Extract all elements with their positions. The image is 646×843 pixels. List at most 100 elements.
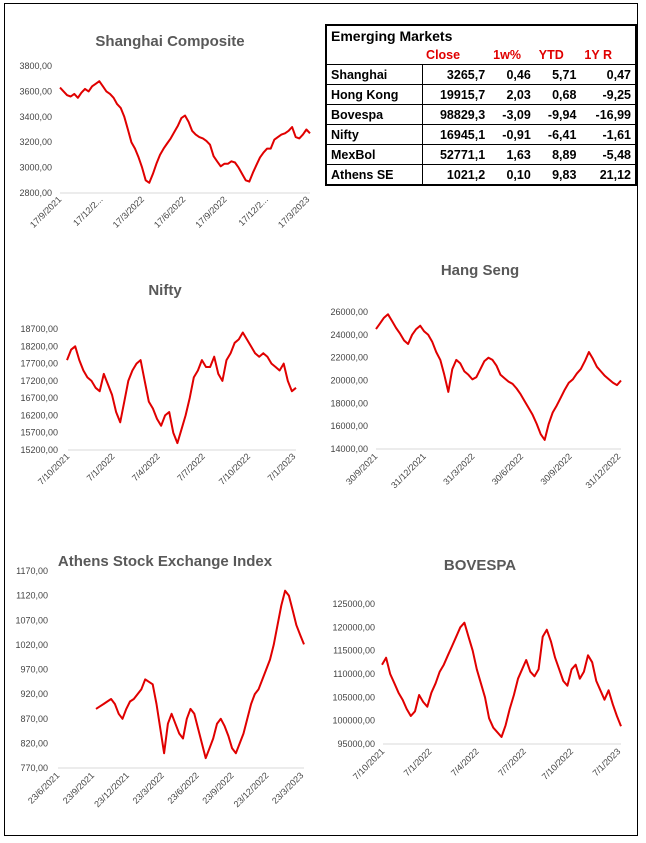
x-tick-label: 7/4/2022 (130, 451, 162, 483)
table-title: Emerging Markets (331, 27, 453, 44)
x-tick-label: 7/1/2022 (402, 746, 434, 778)
table-row: Hong Kong 19915,7 2,03 0,68 -9,25 (326, 84, 636, 105)
x-tick-label: 30/9/2022 (538, 451, 573, 486)
x-tick-label: 17/3/2022 (111, 194, 146, 229)
row-1y: -9,25 (580, 84, 636, 105)
table-row: Nifty 16945,1 -0,91 -6,41 -1,61 (326, 124, 636, 145)
shanghai-chart: Shanghai Composite 3800,00 3600,00 3400,00 3… (19, 33, 311, 230)
x-tick-label: 31/3/2022 (441, 451, 476, 486)
chart-title: BOVESPA (444, 557, 516, 574)
row-1y: -16,99 (580, 104, 636, 125)
y-tick-label: 3000,00 (19, 163, 52, 173)
y-tick-label: 17200,00 (20, 376, 58, 386)
row-ytd: -6,41 (534, 124, 581, 145)
row-1y: -1,61 (580, 124, 636, 145)
x-tick-label: 7/1/2023 (591, 746, 623, 778)
x-tick-label: 17/3/2023 (276, 194, 311, 229)
y-tick-label: 1070,00 (15, 615, 48, 625)
nifty-chart: Nifty 18700,00 18200,00 17700,00 17200,00 167… (20, 282, 297, 487)
report-frame (4, 3, 638, 836)
x-tick-label: 23/12/2021 (92, 770, 131, 809)
x-tick-label: 23/12/2022 (232, 770, 271, 809)
header-ytd: YTD (538, 47, 564, 62)
row-close: 3265,7 (422, 64, 490, 85)
x-tick-label: 17/12/2... (236, 194, 270, 228)
x-tick-label: 7/10/2022 (540, 746, 575, 781)
row-name: Bovespa (326, 104, 423, 125)
y-tick-label: 16200,00 (20, 410, 58, 420)
y-tick-label: 18200,00 (20, 341, 58, 351)
row-1w: 0,46 (489, 64, 535, 85)
x-tick-label: 23/6/2021 (26, 770, 61, 805)
table-row: MexBol 52771,1 1,63 8,89 -5,48 (326, 144, 636, 165)
row-close: 16945,1 (422, 124, 490, 145)
row-ytd: 5,71 (534, 64, 581, 85)
x-tick-label: 7/7/2022 (496, 746, 528, 778)
row-close: 19915,7 (422, 84, 490, 105)
row-ytd: 0,68 (534, 84, 581, 105)
x-tick-label: 31/12/2022 (583, 451, 622, 490)
x-tick-label: 7/1/2022 (85, 451, 117, 483)
x-tick-label: 7/10/2022 (217, 451, 252, 486)
chart-title: Athens Stock Exchange Index (58, 553, 273, 570)
x-tick-label: 23/6/2022 (165, 770, 200, 805)
x-tick-label: 23/9/2022 (200, 770, 235, 805)
y-tick-label: 1170,00 (16, 566, 48, 576)
y-tick-label: 95000,00 (337, 739, 375, 749)
table-row: Bovespa 98829,3 -3,09 -9,94 -16,99 (326, 104, 636, 125)
y-tick-label: 1120,00 (16, 591, 48, 601)
x-tick-label: 23/3/2022 (131, 770, 166, 805)
row-1w: 1,63 (489, 144, 535, 165)
x-tick-label: 7/10/2021 (351, 746, 386, 781)
y-tick-label: 17700,00 (20, 359, 58, 369)
x-tick-label: 17/6/2022 (152, 194, 187, 229)
y-tick-label: 110000,00 (333, 669, 375, 679)
row-ytd: 9,83 (534, 164, 581, 185)
y-tick-label: 770,00 (20, 763, 48, 773)
row-1w: -0,91 (489, 124, 535, 145)
hangseng-chart: Hang Seng 26000,00 24000,00 22000,00 20000,0… (330, 262, 622, 490)
x-tick-label: 31/12/2021 (389, 451, 428, 490)
chart-title: Hang Seng (441, 262, 519, 279)
y-tick-label: 100000,00 (332, 716, 375, 726)
y-tick-label: 3600,00 (19, 86, 52, 96)
row-name: Athens SE (326, 164, 423, 185)
y-tick-label: 920,00 (20, 689, 48, 699)
y-tick-label: 3400,00 (19, 112, 52, 122)
y-tick-label: 970,00 (20, 665, 48, 675)
header-1y: 1Y R (584, 47, 612, 62)
nifty-series-line (66, 331, 297, 445)
y-tick-label: 24000,00 (330, 330, 368, 340)
header-1w: 1w% (493, 47, 521, 62)
y-tick-label: 26000,00 (330, 307, 368, 317)
row-1y: 0,47 (580, 64, 636, 85)
y-tick-label: 3800,00 (19, 61, 52, 71)
shanghai-series-line (59, 80, 311, 184)
y-tick-label: 870,00 (20, 714, 48, 724)
x-tick-label: 23/3/2023 (270, 770, 305, 805)
y-tick-label: 20000,00 (330, 376, 368, 386)
row-close: 98829,3 (422, 104, 490, 125)
y-tick-label: 18700,00 (20, 324, 58, 334)
y-tick-label: 22000,00 (330, 353, 368, 363)
athens-chart: Athens Stock Exchange Index 1170,00 1120,0… (15, 553, 305, 809)
athens-series-line (95, 589, 305, 760)
x-tick-label: 7/10/2021 (36, 451, 71, 486)
row-1w: 0,10 (489, 164, 535, 185)
x-tick-label: 7/1/2023 (266, 451, 298, 483)
bovespa-series-line (381, 621, 622, 738)
row-ytd: 8,89 (534, 144, 581, 165)
row-name: Shanghai (326, 64, 423, 85)
row-close: 1021,2 (422, 164, 490, 185)
bovespa-chart: BOVESPA 125000,00 120000,00 115000,00 110000… (332, 557, 622, 782)
y-tick-label: 1020,00 (15, 640, 48, 650)
table-row: Athens SE 1021,2 0,10 9,83 21,12 (326, 164, 636, 185)
chart-title: Nifty (148, 282, 182, 299)
y-tick-label: 16000,00 (330, 421, 368, 431)
row-1w: -3,09 (489, 104, 535, 125)
x-tick-label: 30/6/2022 (490, 451, 525, 486)
y-tick-label: 15200,00 (20, 445, 58, 455)
y-tick-label: 15700,00 (20, 428, 58, 438)
row-ytd: -9,94 (534, 104, 581, 125)
